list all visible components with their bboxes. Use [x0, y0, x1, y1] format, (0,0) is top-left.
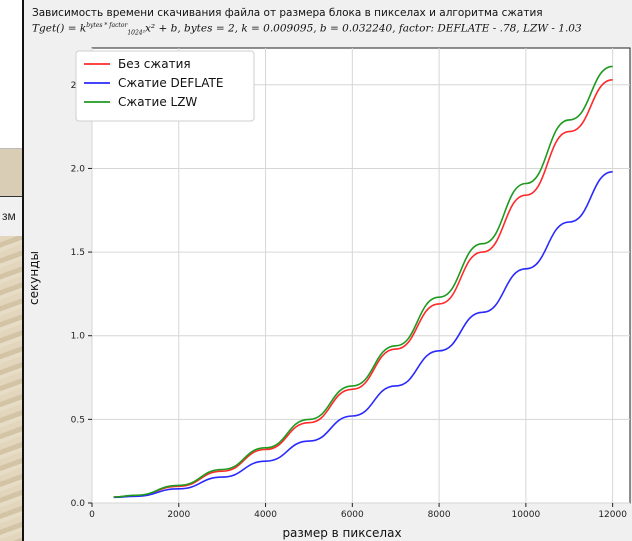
- x-tick-label: 8000: [428, 510, 451, 520]
- y-axis-label: секунды: [27, 251, 41, 305]
- legend-label: Без сжатия: [118, 57, 191, 71]
- x-axis-label: размер в пикселах: [282, 526, 401, 540]
- formula-fraction-bottom: 1024²: [127, 29, 146, 37]
- chart-legend: Без сжатия Сжатие DEFLATE Сжатие LZW: [75, 50, 255, 122]
- y-axis-ticks: 0.00.51.01.52.02.5: [71, 81, 92, 509]
- legend-label: Сжатие DEFLATE: [118, 76, 223, 90]
- series-line: [113, 171, 613, 499]
- formula-lhs: Tget() = k: [32, 22, 87, 35]
- y-tick-label: 2.0: [71, 164, 86, 174]
- figure-window: Зависимость времени скачивания файла от …: [22, 0, 632, 541]
- plot-grid: [91, 48, 630, 504]
- y-tick-label: 1.5: [71, 248, 85, 258]
- plot-area: [91, 47, 631, 504]
- plot-canvas: 0 2000 4000 6000 8000 10000 12000 0.0 0.5 1.0 1.5…: [27, 47, 631, 540]
- series-lines: [113, 65, 613, 499]
- x-tick-label: 0: [89, 510, 95, 520]
- series-line: [113, 65, 613, 498]
- y-tick-label: 0.0: [71, 499, 86, 509]
- background-strip-label: зм: [2, 209, 16, 223]
- formula-rhs: x² + b, bytes = 2, k = 0.009095, b = 0.0…: [145, 22, 582, 35]
- x-tick-label: 12000: [598, 510, 627, 520]
- figure-title: Зависимость времени скачивания файла от …: [32, 7, 543, 19]
- x-tick-label: 10000: [512, 510, 541, 520]
- figure-formula: Tget() = kbytes * factor1024²x² + b, byt…: [32, 22, 582, 37]
- x-tick-label: 4000: [254, 510, 277, 520]
- background-texture: [0, 236, 22, 541]
- formula-fraction-top: bytes * factor: [86, 22, 128, 29]
- legend-label: Сжатие LZW: [118, 95, 197, 109]
- y-tick-label: 0.5: [71, 415, 85, 425]
- legend-box: [75, 50, 255, 122]
- series-line: [113, 79, 613, 498]
- x-tick-label: 2000: [167, 510, 190, 520]
- x-axis-ticks: 0 2000 4000 6000 8000 10000 12000: [89, 503, 627, 520]
- y-tick-label: 1.0: [71, 332, 86, 342]
- x-tick-label: 6000: [341, 510, 364, 520]
